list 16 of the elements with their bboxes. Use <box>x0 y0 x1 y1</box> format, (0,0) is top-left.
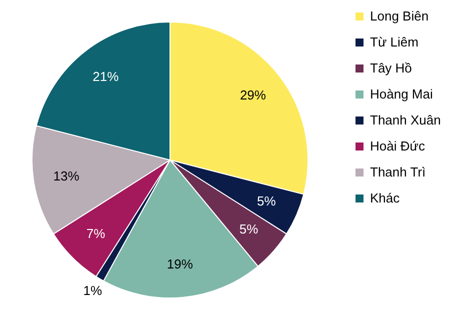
data-label: 1% <box>83 282 102 298</box>
data-label: 29% <box>240 88 266 103</box>
legend-label: Thanh Trì <box>370 164 426 180</box>
data-label: 5% <box>256 194 276 209</box>
data-label: 19% <box>166 256 194 272</box>
legend-label: Long Biên <box>370 8 429 24</box>
legend-label: Khác <box>370 190 400 206</box>
legend-label: Hoàng Mai <box>370 86 433 102</box>
data-label: 7% <box>86 226 106 242</box>
data-label: 21% <box>92 69 120 84</box>
legend-label: Hoài Đức <box>370 138 426 154</box>
legend-label: Thanh Xuân <box>370 112 441 128</box>
data-label: 13% <box>53 168 80 184</box>
legend-label: Tây Hồ <box>370 60 412 76</box>
data-label: 5% <box>239 221 259 236</box>
legend-label: Từ Liêm <box>370 34 418 50</box>
